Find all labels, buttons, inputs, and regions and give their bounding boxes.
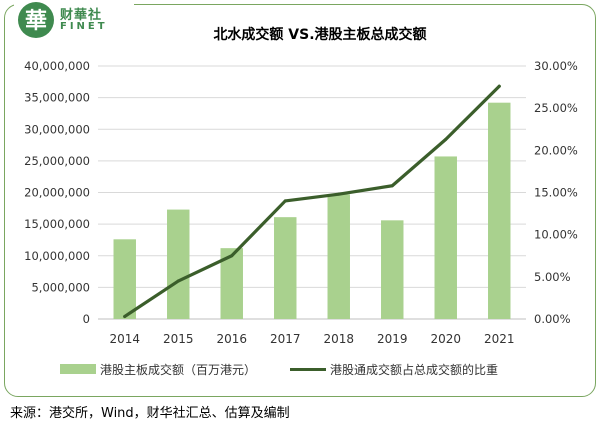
y-left-tick-label: 35,000,000 <box>24 91 90 105</box>
x-tick-label: 2015 <box>163 332 194 346</box>
line-point <box>176 279 180 283</box>
y-left-tick-label: 30,000,000 <box>24 122 90 136</box>
bar <box>220 248 243 319</box>
line-point <box>337 192 341 196</box>
legend-swatch-line <box>290 368 326 371</box>
legend-swatch-bar <box>60 364 96 374</box>
bar <box>327 194 350 319</box>
legend-label-bar: 港股主板成交额（百万港元） <box>100 363 257 377</box>
bar <box>381 220 404 319</box>
x-tick-label: 2020 <box>430 332 461 346</box>
finet-logo: 華 财華社 FINET <box>14 0 134 40</box>
y-left-tick-label: 20,000,000 <box>24 186 90 200</box>
x-tick-label: 2016 <box>216 332 247 346</box>
line-point <box>390 184 394 188</box>
legend-label-line: 港股通成交额占总成交额的比重 <box>330 363 499 377</box>
x-tick-label: 2021 <box>484 332 515 346</box>
y-right-tick-label: 0.00% <box>534 312 571 326</box>
y-right-tick-label: 10.00% <box>534 228 578 242</box>
y-left-tick-label: 5,000,000 <box>31 280 90 294</box>
x-tick-label: 2017 <box>270 332 301 346</box>
svg-text:華: 華 <box>25 8 47 34</box>
bar <box>113 239 136 319</box>
y-left-tick-label: 0 <box>83 312 90 326</box>
share-line <box>123 84 501 319</box>
x-tick-label: 2019 <box>377 332 408 346</box>
y-right-tick-label: 30.00% <box>534 59 578 73</box>
x-tick-label: 2014 <box>109 332 140 346</box>
y-left-tick-label: 40,000,000 <box>24 59 90 73</box>
bar <box>434 156 457 319</box>
y-right-tick-label: 20.00% <box>534 143 578 157</box>
chart-title: 北水成交额 VS.港股主板总成交额 <box>213 27 427 43</box>
line-point <box>230 254 234 258</box>
logo-seal-icon: 華 <box>18 2 54 38</box>
logo-text-cn: 财華社 <box>60 8 103 23</box>
y-right-tick-label: 5.00% <box>534 270 571 284</box>
bar <box>167 209 190 319</box>
line-point <box>283 199 287 203</box>
bar <box>274 217 297 319</box>
line-point <box>123 314 127 318</box>
y-left-tick-label: 25,000,000 <box>24 154 90 168</box>
y-right-tick-label: 25.00% <box>534 101 578 115</box>
logo-text-en: FINET <box>60 21 108 32</box>
y-left-tick-label: 15,000,000 <box>24 217 90 231</box>
y-right-tick-label: 15.00% <box>534 186 578 200</box>
line-point <box>444 137 448 141</box>
bar <box>488 102 511 319</box>
y-left-tick-label: 10,000,000 <box>24 249 90 263</box>
x-tick-label: 2018 <box>323 332 354 346</box>
line-point <box>497 84 501 88</box>
source-note: 来源：港交所，Wind，财华社汇总、估算及编制 <box>10 406 290 421</box>
